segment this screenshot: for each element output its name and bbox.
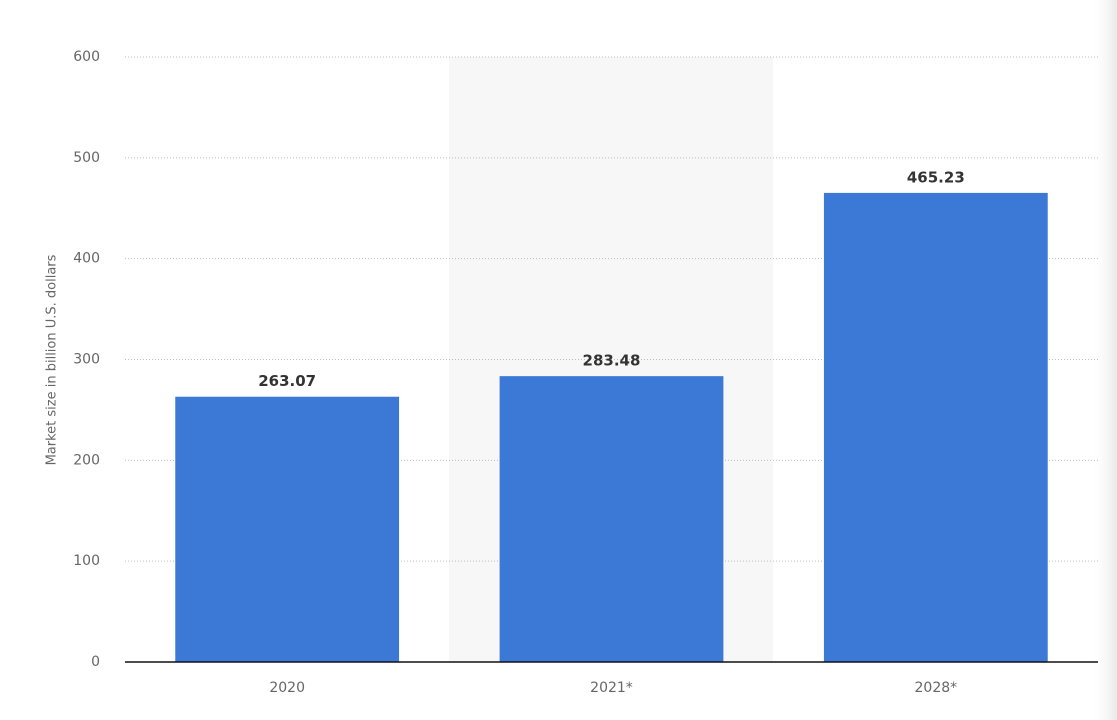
value-label: 263.07: [258, 372, 316, 390]
y-tick-label: 600: [73, 49, 100, 65]
y-tick-label: 0: [91, 654, 100, 670]
y-tick-label: 400: [73, 251, 100, 267]
y-axis-label: Market size in billion U.S. dollars: [45, 254, 60, 465]
bar: [175, 396, 400, 662]
y-tick-label: 100: [73, 553, 100, 569]
x-tick-label: 2028*: [915, 680, 958, 696]
y-tick-label: 300: [73, 352, 100, 368]
y-tick-label: 200: [73, 452, 100, 468]
bar: [823, 192, 1048, 663]
x-tick-label: 2021*: [590, 680, 633, 696]
value-label: 283.48: [583, 352, 641, 370]
value-label: 465.23: [907, 168, 965, 186]
y-tick-label: 500: [73, 150, 100, 166]
x-tick-label: 2020: [269, 680, 305, 696]
bar: [499, 376, 724, 662]
